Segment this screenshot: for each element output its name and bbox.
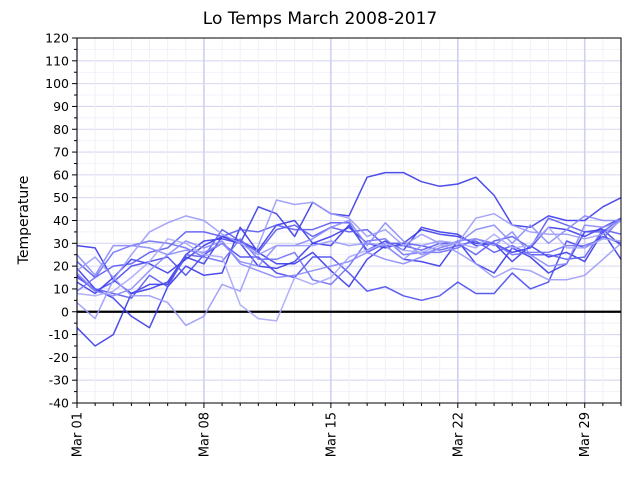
chart-title: Lo Temps March 2008-2017 [203, 9, 437, 29]
y-tick-label: 60 [53, 167, 69, 182]
y-tick-label: 50 [53, 190, 69, 205]
y-tick-label: -30 [49, 373, 69, 388]
y-tick-label: 120 [45, 31, 69, 46]
x-tick-label: Mar 08 [197, 412, 212, 457]
series-line-13 [76, 226, 622, 322]
series-line-12 [76, 212, 622, 320]
series-line-11 [76, 199, 622, 327]
y-tick-label: 70 [53, 145, 69, 160]
y-tick-label: 0 [61, 304, 69, 319]
series-line-8 [76, 217, 622, 292]
y-tick-label: 110 [45, 53, 69, 68]
y-axis: -40 -30 -20 -10 0 10 20 30 40 50 60 70 80 90 100 110 120 [45, 31, 77, 411]
x-tick-label: Mar 22 [451, 412, 466, 457]
y-tick-label: -10 [49, 327, 69, 342]
y-tick-label: 30 [53, 236, 69, 251]
series-line-5 [76, 235, 622, 302]
y-tick-label: 10 [53, 281, 69, 296]
y-axis-label: Temperature [16, 176, 32, 266]
x-tick-label: Mar 15 [324, 412, 339, 457]
series-line-6 [76, 217, 622, 299]
series-line-10 [76, 219, 622, 297]
y-tick-label: 80 [53, 122, 69, 137]
y-tick-label: -20 [49, 350, 69, 365]
series-line-1 [76, 171, 622, 295]
x-tick-label: Mar 01 [71, 412, 86, 457]
x-axis: Mar 01 Mar 08 Mar 15 Mar 22 Mar 29 [71, 403, 622, 457]
y-tick-label: 20 [53, 259, 69, 274]
y-tick-label: 100 [45, 76, 69, 91]
y-tick-label: 40 [53, 213, 69, 228]
series-layer [76, 171, 622, 347]
y-tick-label: 90 [53, 99, 69, 114]
y-tick-label: -40 [49, 396, 69, 411]
x-tick-label: Mar 29 [578, 412, 593, 457]
